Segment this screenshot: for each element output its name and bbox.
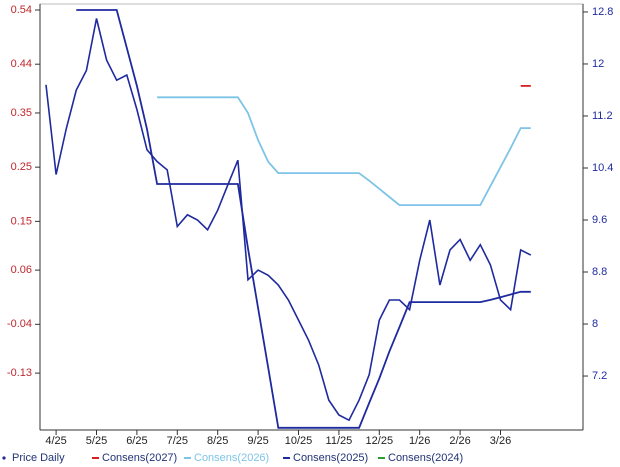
y2-tick-label: 11.2: [592, 110, 613, 122]
y2-tick-label: 8: [592, 318, 598, 330]
y2-tick-label: 8.8: [592, 266, 607, 278]
x-tick-label: 10/25: [285, 435, 313, 447]
x-tick-label: 3/26: [490, 435, 511, 447]
x-tick-label: 12/25: [366, 435, 394, 447]
y-tick-label: -0.04: [7, 318, 32, 330]
x-tick-label: 8/25: [207, 435, 228, 447]
x-tick-label: 2/26: [449, 435, 470, 447]
legend-label: Consens(2027): [102, 452, 177, 464]
y-tick-label: 0.54: [11, 4, 32, 16]
x-tick-label: 9/25: [247, 435, 268, 447]
y-tick-label: 0.15: [11, 215, 32, 227]
x-tick-label: 1/26: [409, 435, 430, 447]
legend-label: Price Daily: [12, 452, 65, 464]
y2-tick-label: 10.4: [592, 162, 613, 174]
x-tick-label: 11/25: [326, 435, 353, 447]
legend-label: Consens(2025): [293, 452, 368, 464]
y-tick-label: 0.06: [11, 264, 32, 276]
plot-area: [39, 3, 584, 431]
x-tick-label: 4/25: [45, 435, 66, 447]
y2-tick-label: 12: [592, 58, 604, 70]
series-line: [45, 18, 532, 422]
legend-swatch: [2, 456, 6, 460]
y2-tick-label: 12.8: [592, 6, 613, 18]
y2-tick-label: 7.2: [592, 370, 607, 382]
y-tick-label: 0.25: [11, 161, 32, 173]
y-tick-label: 0.44: [11, 58, 32, 70]
x-tick-label: 6/25: [126, 435, 147, 447]
legend-label: Consens(2026): [194, 452, 269, 464]
y-tick-label: 0.35: [11, 107, 32, 119]
legend-label: Consens(2024): [388, 452, 463, 464]
series-line: [157, 96, 531, 206]
y-tick-label: -0.13: [7, 367, 32, 379]
x-tick-label: 7/25: [167, 435, 188, 447]
x-tick-label: 5/25: [86, 435, 107, 447]
y2-tick-label: 9.6: [592, 214, 607, 226]
